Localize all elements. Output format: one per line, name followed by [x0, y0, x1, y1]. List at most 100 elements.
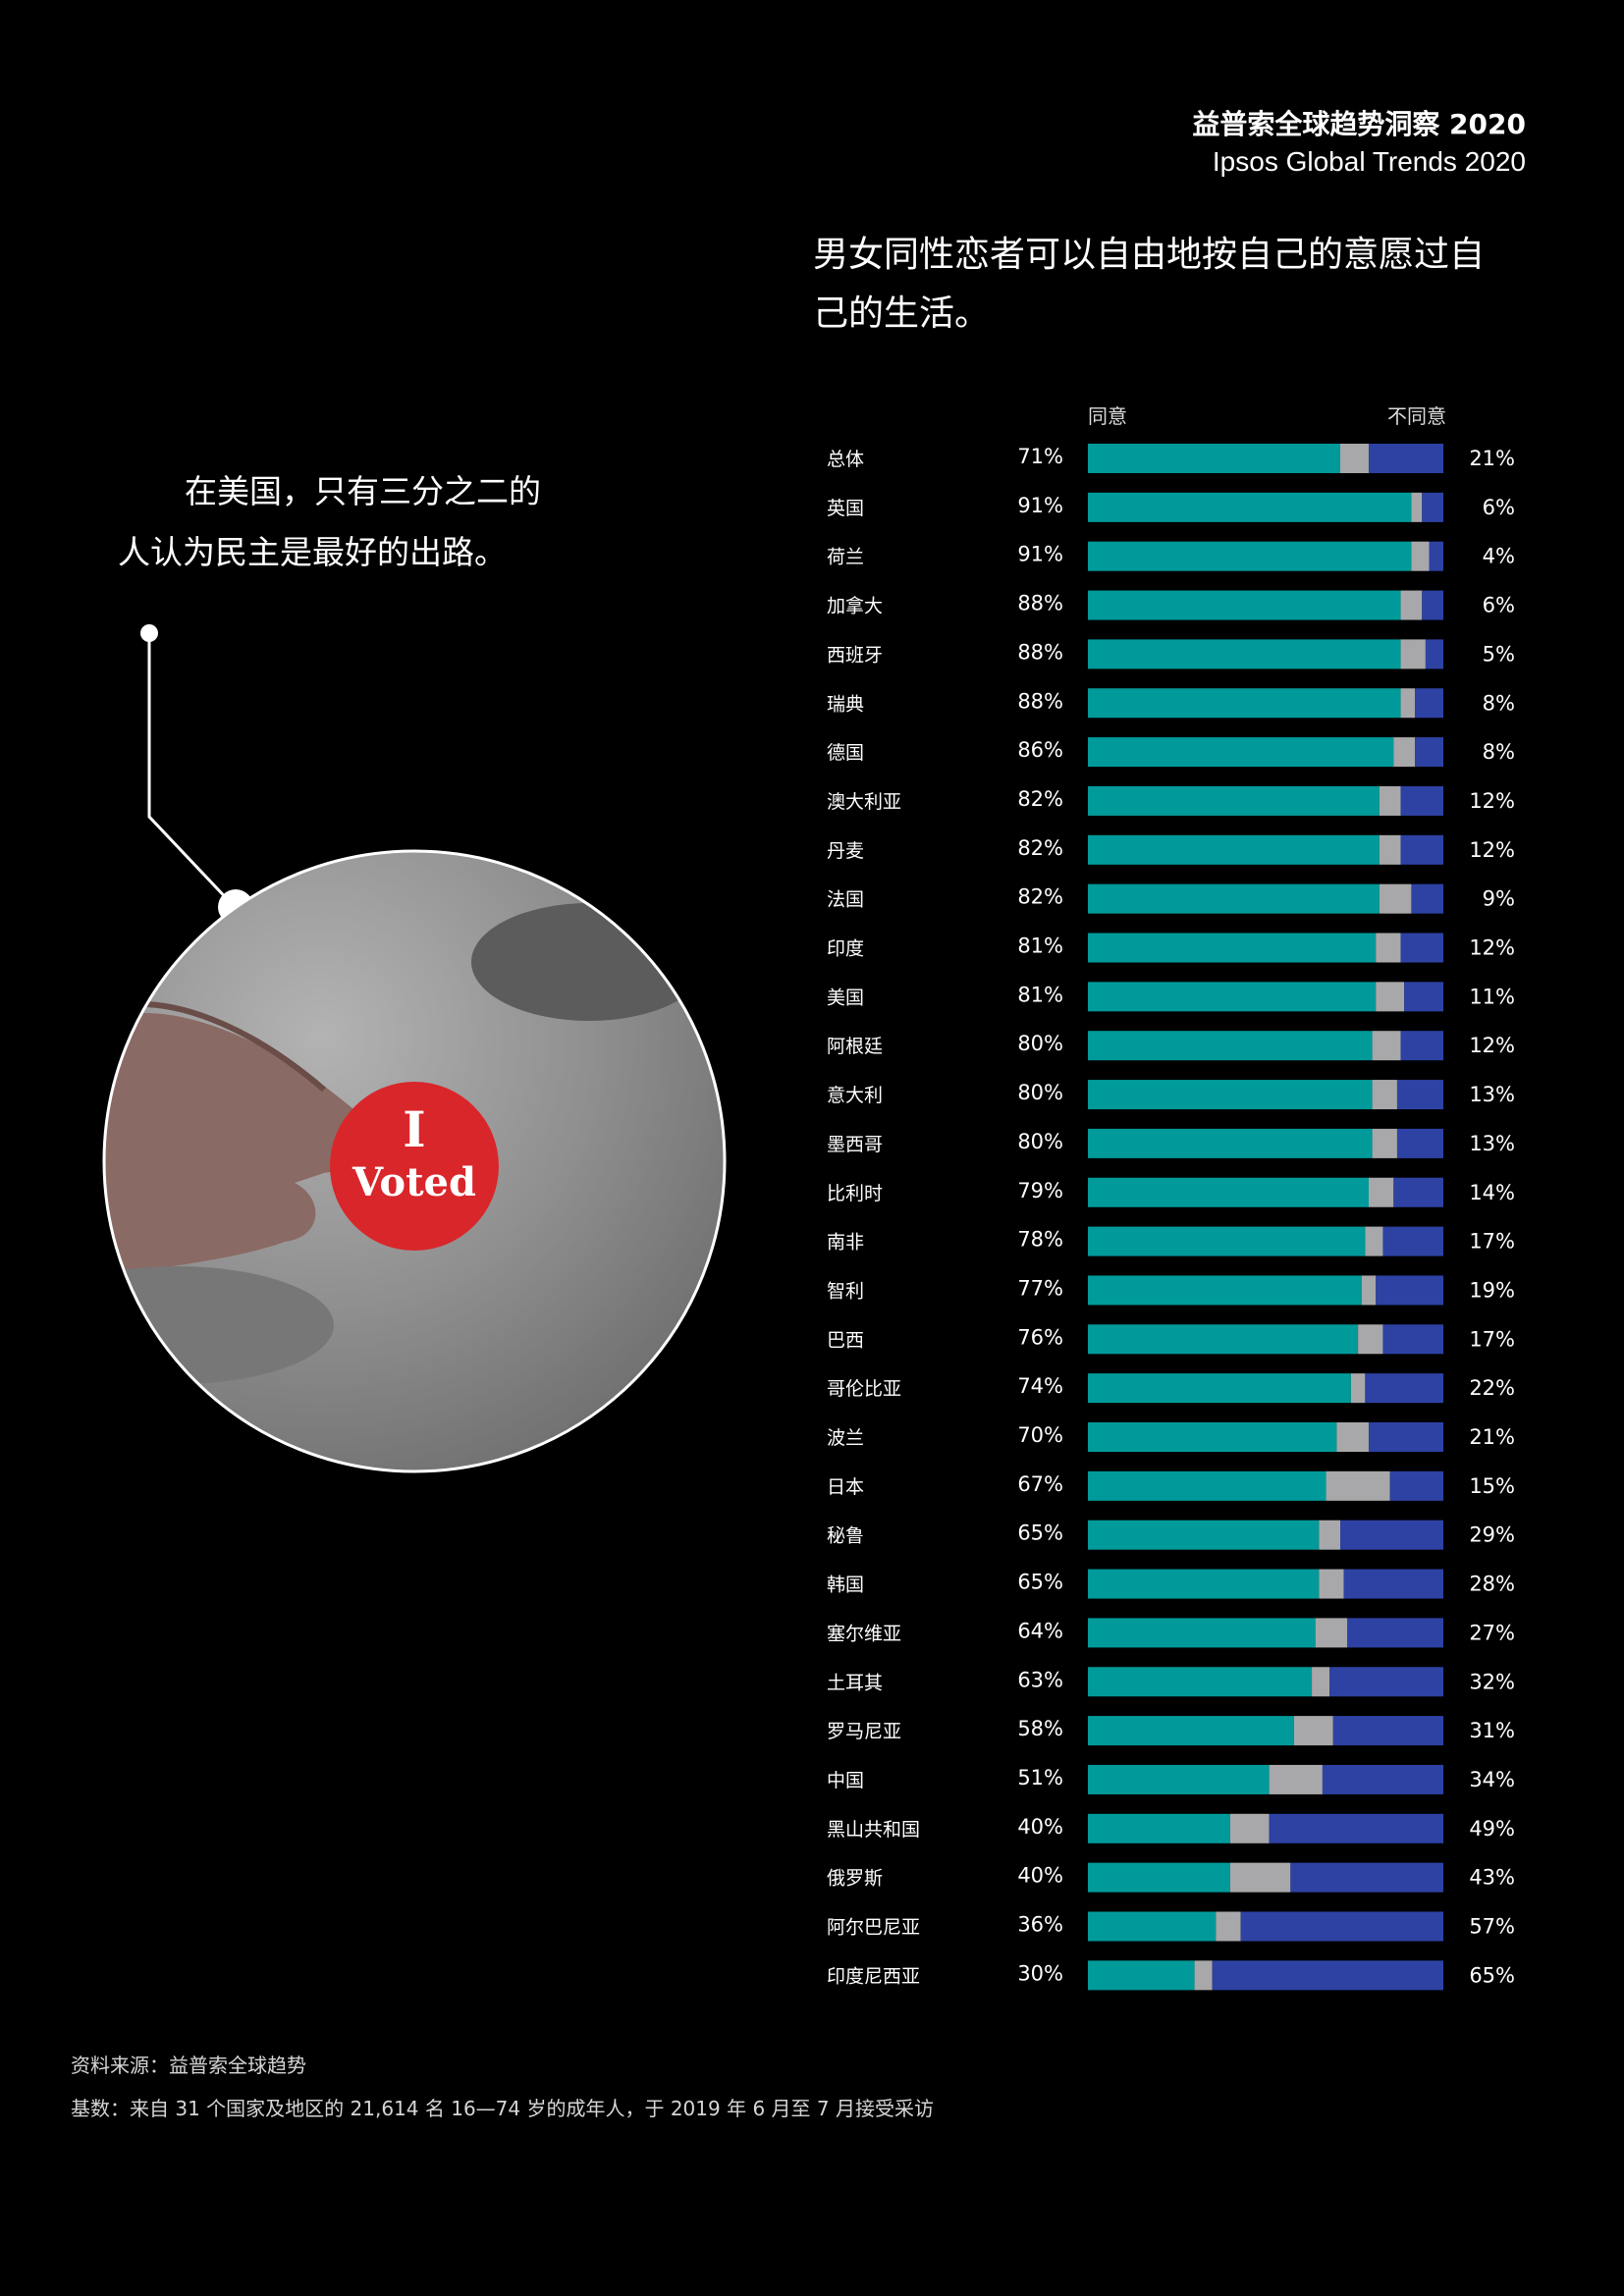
category-label: 荷兰 [827, 547, 864, 568]
bar-agree [1088, 1960, 1195, 1990]
bar-agree [1088, 1471, 1326, 1501]
chart-row: 丹麦 82% 12% [827, 835, 1515, 865]
agree-value-label: 86% [1017, 738, 1063, 762]
chart-row: 印度尼西亚 30% 65% [827, 1960, 1515, 1990]
agree-value-label: 67% [1017, 1472, 1063, 1496]
bar-neutral [1362, 1275, 1376, 1305]
category-label: 哥伦比亚 [827, 1378, 901, 1400]
agree-value-label: 64% [1017, 1619, 1063, 1642]
bar-agree [1088, 1814, 1230, 1843]
bar-agree [1088, 591, 1401, 620]
bar-disagree [1290, 1863, 1443, 1893]
disagree-value-label: 12% [1469, 838, 1515, 862]
agree-value-label: 36% [1017, 1913, 1063, 1937]
disagree-value-label: 57% [1469, 1915, 1515, 1939]
agree-value-label: 80% [1017, 1081, 1063, 1104]
bar-agree [1088, 1227, 1365, 1256]
bar-agree [1088, 835, 1380, 865]
chart-row: 总体 71% 21% [827, 444, 1515, 473]
category-label: 总体 [827, 449, 864, 470]
bar-neutral [1358, 1324, 1382, 1354]
chart-row: 荷兰 91% 4% [827, 542, 1515, 571]
chart-row: 中国 51% 34% [827, 1765, 1515, 1794]
bar-agree [1088, 737, 1393, 767]
bar-neutral [1380, 786, 1401, 816]
chart-row: 黑山共和国 40% 49% [827, 1814, 1515, 1843]
bar-agree [1088, 1863, 1230, 1893]
bar-disagree [1401, 1031, 1443, 1060]
bar-neutral [1369, 1178, 1393, 1207]
bar-agree [1088, 934, 1376, 963]
source-line: 资料来源：益普索全球趋势 [71, 2044, 934, 2087]
disagree-value-label: 11% [1469, 985, 1515, 1008]
chart-row: 比利时 79% 14% [827, 1178, 1515, 1207]
bar-agree [1088, 1031, 1373, 1060]
agree-value-label: 82% [1017, 787, 1063, 811]
bar-disagree [1340, 1521, 1443, 1550]
agree-value-label: 78% [1017, 1228, 1063, 1252]
bar-agree [1088, 1570, 1319, 1599]
disagree-value-label: 4% [1483, 545, 1515, 568]
category-label: 塞尔维亚 [827, 1623, 901, 1644]
category-label: 阿根廷 [827, 1036, 883, 1057]
bar-neutral [1373, 1031, 1401, 1060]
disagree-value-label: 15% [1469, 1474, 1515, 1498]
source-note: 资料来源：益普索全球趋势 基数：来自 31 个国家及地区的 21,614 名 1… [71, 2044, 934, 2130]
bar-disagree [1376, 1275, 1443, 1305]
chart-row: 智利 77% 19% [827, 1275, 1515, 1305]
chart-row: 美国 81% 11% [827, 982, 1515, 1011]
bar-agree [1088, 542, 1411, 571]
bar-neutral [1336, 1422, 1369, 1452]
bar-disagree [1369, 1422, 1443, 1452]
bar-neutral [1319, 1521, 1340, 1550]
chart-row: 俄罗斯 40% 43% [827, 1863, 1515, 1893]
category-label: 罗马尼亚 [827, 1721, 901, 1742]
category-label: 意大利 [827, 1085, 883, 1106]
agree-value-label: 30% [1017, 1961, 1063, 1985]
disagree-value-label: 21% [1469, 1425, 1515, 1449]
agree-value-label: 65% [1017, 1522, 1063, 1545]
category-label: 印度 [827, 938, 864, 960]
bar-neutral [1326, 1471, 1390, 1501]
chart-row: 德国 86% 8% [827, 737, 1515, 767]
agree-value-label: 88% [1017, 689, 1063, 713]
category-label: 丹麦 [827, 840, 864, 862]
bar-neutral [1393, 737, 1415, 767]
bar-neutral [1380, 884, 1412, 914]
agree-value-label: 77% [1017, 1276, 1063, 1300]
voted-photo: I Voted [20, 851, 725, 1471]
chart-row: 波兰 70% 21% [827, 1422, 1515, 1452]
bar-disagree [1422, 591, 1443, 620]
chart-row: 澳大利亚 82% 12% [827, 786, 1515, 816]
sticker-line2: Voted [352, 1159, 476, 1205]
category-label: 南非 [827, 1232, 864, 1254]
category-label: 巴西 [827, 1329, 864, 1351]
agree-value-label: 80% [1017, 1130, 1063, 1153]
disagree-value-label: 34% [1469, 1768, 1515, 1791]
disagree-value-label: 43% [1469, 1866, 1515, 1890]
legend-disagree: 不同意 [1387, 404, 1446, 428]
agree-value-label: 91% [1017, 494, 1063, 517]
bar-disagree [1404, 982, 1443, 1011]
chart-row: 土耳其 63% 32% [827, 1667, 1515, 1696]
disagree-value-label: 13% [1469, 1132, 1515, 1155]
bar-disagree [1382, 1324, 1443, 1354]
disagree-value-label: 28% [1469, 1573, 1515, 1596]
disagree-value-label: 13% [1469, 1083, 1515, 1106]
bar-agree [1088, 1716, 1294, 1745]
chart-row: 韩国 65% 28% [827, 1570, 1515, 1599]
disagree-value-label: 8% [1483, 691, 1515, 715]
bar-neutral [1373, 1129, 1397, 1158]
disagree-value-label: 32% [1469, 1670, 1515, 1693]
category-label: 比利时 [827, 1183, 883, 1204]
agree-value-label: 74% [1017, 1374, 1063, 1398]
disagree-value-label: 5% [1483, 642, 1515, 666]
bar-agree [1088, 786, 1380, 816]
bar-disagree [1401, 934, 1443, 963]
bar-disagree [1397, 1080, 1443, 1109]
bar-disagree [1426, 639, 1443, 668]
category-label: 墨西哥 [827, 1134, 883, 1155]
agree-value-label: 40% [1017, 1864, 1063, 1888]
agree-value-label: 82% [1017, 836, 1063, 860]
bar-disagree [1241, 1912, 1443, 1942]
